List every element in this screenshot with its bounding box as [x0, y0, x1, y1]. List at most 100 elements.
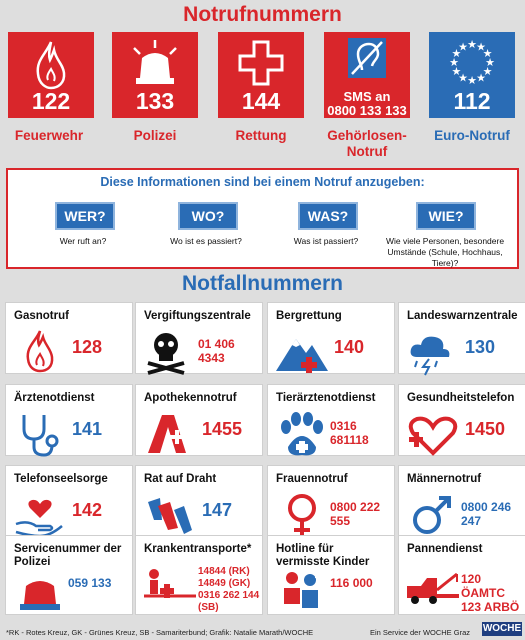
emergency-number: 112 — [453, 88, 491, 114]
hotline-card: Vergiftungszentrale 01 406 4343 — [135, 302, 263, 375]
hotline-title: Gasnotruf — [14, 310, 69, 322]
svg-text:★: ★ — [458, 41, 468, 53]
emergency-numbers-title: Notrufnummern — [183, 3, 342, 26]
hands-icon — [148, 498, 192, 534]
hotline-title: Pannendienst — [407, 543, 483, 555]
svg-text:★: ★ — [451, 66, 461, 78]
heart-hand-icon — [15, 499, 63, 538]
hotline-card: Apothekennotruf 1455 — [135, 384, 263, 456]
question-who: WER? — [55, 202, 115, 230]
siren-icon — [133, 40, 177, 84]
emergency-number: 133 — [135, 88, 175, 114]
hotline-card: Telefonseelsorge 142 — [5, 465, 133, 538]
emergency-box-euro: ★ ★ ★ ★ ★ ★ ★ ★ ★ ★ ★ ★ 112 — [429, 32, 515, 118]
hotline-card: Gasnotruf 128 — [5, 302, 133, 374]
flame-icon — [36, 41, 66, 90]
svg-text:★: ★ — [476, 41, 486, 53]
emergency-label: Euro-Notruf — [434, 128, 510, 143]
hotline-title: Apothekennotruf — [144, 392, 237, 404]
hotline-card: Rat auf Draht 147 — [135, 465, 263, 537]
footer-service: Ein Service der WOCHE Graz — [370, 628, 471, 637]
emergency-number: 144 — [241, 88, 281, 114]
hotline-number-line: 0316 262 144 (SB) — [198, 590, 260, 613]
svg-text:★: ★ — [451, 48, 461, 60]
hotline-number-line: 123 ARBÖ — [461, 600, 520, 614]
hotline-title: Hotline für vermisste Kinder — [276, 543, 370, 568]
woche-logo: WOCHE — [482, 622, 522, 636]
question-where: WO? — [178, 202, 238, 230]
eu-stars-icon: ★★★★★★★★★ ★ ★★ — [449, 39, 495, 87]
tow-truck-icon — [407, 572, 459, 604]
emergency-number: 122 — [31, 88, 71, 114]
female-icon — [288, 494, 316, 538]
svg-text:★: ★ — [485, 57, 495, 69]
emergency-number: 0800 133 133 — [327, 103, 407, 118]
hotline-number-line: 14844 (RK) — [198, 566, 250, 577]
emergency-label: Rettung — [235, 128, 287, 143]
hotline-number: 01 406 4343 — [198, 337, 235, 365]
svg-text:?: ? — [312, 566, 321, 581]
hotline-title: Landeswarnzentrale — [407, 310, 518, 322]
hotline-card: Landeswarnzentrale 130 — [398, 302, 525, 376]
hotline-card: Servicenummer der Polizei 059 133 — [5, 535, 133, 615]
hotline-title: Frauennotruf — [276, 473, 348, 485]
hotline-card: Ärztenotdienst 141 — [5, 384, 133, 457]
footer-note: *RK - Rotes Kreuz, GK - Grünes Kreuz, SB… — [6, 628, 314, 637]
hotline-title: Servicenummer der Polizei — [14, 543, 122, 568]
hotline-card: Bergrettung 140 — [267, 302, 395, 374]
cross-icon — [238, 40, 284, 86]
question-what: WAS? — [298, 202, 358, 230]
hotline-number: 0800 246 247 — [461, 500, 512, 528]
emergency-box-rescue: 144 — [218, 32, 304, 118]
hotline-number: 059 133 — [68, 576, 112, 590]
hotline-numbers: 14844 (RK) 14849 (GK) 0316 262 144 (SB) — [198, 566, 262, 614]
info-heading: Diese Informationen sind bei einem Notru… — [100, 175, 425, 189]
emergency-box-deaf: SMS an 0800 133 133 — [324, 32, 410, 118]
hotline-number-line: 14849 (GK) — [198, 578, 251, 589]
question-who-sub: Wer ruft an? — [59, 236, 107, 246]
hotline-title: Bergrettung — [276, 310, 342, 322]
hotline-number: 0316 681118 — [330, 419, 369, 447]
hotline-number: 116 000 — [330, 576, 373, 590]
svg-text:★: ★ — [483, 48, 493, 60]
hotline-title: Männernotruf — [407, 473, 482, 485]
hotline-number: 147 — [202, 500, 233, 520]
hotline-number: 1455 — [202, 419, 243, 439]
hotline-number: 140 — [334, 337, 365, 357]
emergency-label: Gehörlosen-Notruf — [327, 128, 407, 159]
hotline-number: 142 — [72, 500, 103, 520]
svg-text:★: ★ — [467, 75, 477, 87]
emergency-box-police: 133 — [112, 32, 198, 118]
hotline-number: 0800 222 555 — [330, 500, 381, 528]
emergency-box-fire: 122 — [8, 32, 94, 118]
emergency-label: Feuerwehr — [14, 128, 84, 143]
question-how-sub: Wie viele Personen, besondere Umstände (… — [385, 236, 505, 268]
storm-cloud-icon — [410, 336, 450, 376]
skull-icon — [147, 333, 185, 375]
question-what-sub: Was ist passiert? — [293, 236, 359, 246]
sms-label: SMS an — [343, 89, 391, 104]
hearing-impaired-icon — [348, 38, 386, 78]
svg-text:★: ★ — [483, 66, 493, 78]
hotline-title: Telefonseelsorge — [14, 473, 108, 485]
children-icon: ? — [284, 566, 321, 608]
svg-text:★: ★ — [458, 73, 468, 85]
emergency-sms: SMS an 0800 133 133 — [324, 90, 410, 118]
siren-icon — [20, 581, 60, 610]
svg-text:★: ★ — [449, 57, 459, 69]
hotline-number-line: 120 ÖAMTC — [461, 572, 505, 600]
hotline-card: Tierärztenotdienst 0316 681118 — [267, 384, 395, 456]
emergency-label: Polizei — [133, 128, 177, 143]
question-how: WIE? — [416, 202, 476, 230]
info-box: Diese Informationen sind bei einem Notru… — [6, 168, 519, 269]
pharmacy-icon — [148, 415, 186, 453]
hotline-card: Männernotruf 0800 246 247 — [398, 465, 525, 537]
flame-icon — [26, 330, 54, 373]
hotline-card: Pannendienst 120 ÖAMTC 123 ARBÖ — [398, 535, 525, 615]
svg-text:★: ★ — [476, 73, 486, 85]
male-icon — [413, 496, 451, 534]
svg-text:★: ★ — [467, 39, 477, 51]
stethoscope-icon — [22, 415, 59, 457]
question-where-sub: Wo ist es passiert? — [170, 236, 242, 246]
hotline-title: Tierärztenotdienst — [276, 392, 376, 404]
